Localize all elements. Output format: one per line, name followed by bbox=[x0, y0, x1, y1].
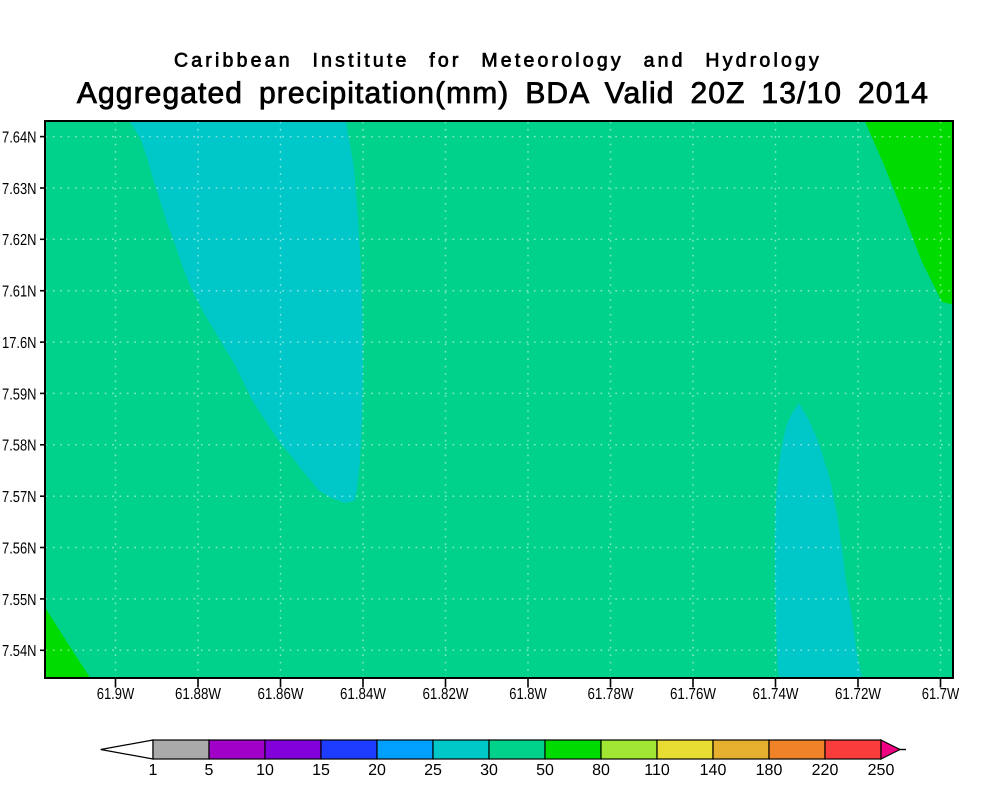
svg-text:80: 80 bbox=[592, 762, 610, 779]
svg-text:220: 220 bbox=[812, 762, 839, 779]
svg-text:7.56N: 7.56N bbox=[2, 540, 37, 557]
svg-text:7.61N: 7.61N bbox=[2, 284, 37, 301]
svg-text:7.64N: 7.64N bbox=[2, 130, 37, 147]
svg-text:15: 15 bbox=[312, 762, 330, 779]
svg-text:Aggregated precipitation(mm) B: Aggregated precipitation(mm) BDA Valid 2… bbox=[77, 77, 929, 110]
svg-text:50: 50 bbox=[536, 762, 554, 779]
svg-text:250: 250 bbox=[868, 762, 895, 779]
svg-text:140: 140 bbox=[700, 762, 727, 779]
svg-text:61.86W: 61.86W bbox=[258, 686, 305, 703]
svg-text:61.88W: 61.88W bbox=[175, 686, 222, 703]
svg-text:61.78W: 61.78W bbox=[588, 686, 635, 703]
svg-text:7.59N: 7.59N bbox=[2, 386, 37, 403]
svg-text:110: 110 bbox=[644, 762, 670, 779]
svg-text:10: 10 bbox=[256, 762, 274, 779]
svg-text:5: 5 bbox=[205, 762, 214, 779]
svg-text:61.7W: 61.7W bbox=[922, 686, 960, 703]
svg-text:1: 1 bbox=[149, 762, 158, 779]
svg-text:30: 30 bbox=[480, 762, 498, 779]
svg-text:7.62N: 7.62N bbox=[2, 232, 37, 249]
svg-text:61.84W: 61.84W bbox=[340, 686, 387, 703]
svg-text:Caribbean Institute for Meteor: Caribbean Institute for Meteorology and … bbox=[174, 50, 822, 72]
svg-text:7.58N: 7.58N bbox=[2, 438, 37, 455]
svg-text:61.8W: 61.8W bbox=[509, 686, 547, 703]
svg-text:61.9W: 61.9W bbox=[97, 686, 135, 703]
svg-text:7.57N: 7.57N bbox=[2, 489, 37, 506]
svg-text:20: 20 bbox=[368, 762, 386, 779]
svg-text:17.6N: 17.6N bbox=[2, 335, 37, 352]
svg-text:61.82W: 61.82W bbox=[423, 686, 470, 703]
svg-text:7.63N: 7.63N bbox=[2, 181, 37, 198]
svg-text:61.76W: 61.76W bbox=[670, 686, 717, 703]
svg-text:180: 180 bbox=[756, 762, 783, 779]
svg-text:25: 25 bbox=[424, 762, 442, 779]
svg-text:7.54N: 7.54N bbox=[2, 643, 37, 660]
svg-text:7.55N: 7.55N bbox=[2, 592, 37, 609]
svg-text:61.74W: 61.74W bbox=[753, 686, 800, 703]
svg-text:61.72W: 61.72W bbox=[835, 686, 882, 703]
